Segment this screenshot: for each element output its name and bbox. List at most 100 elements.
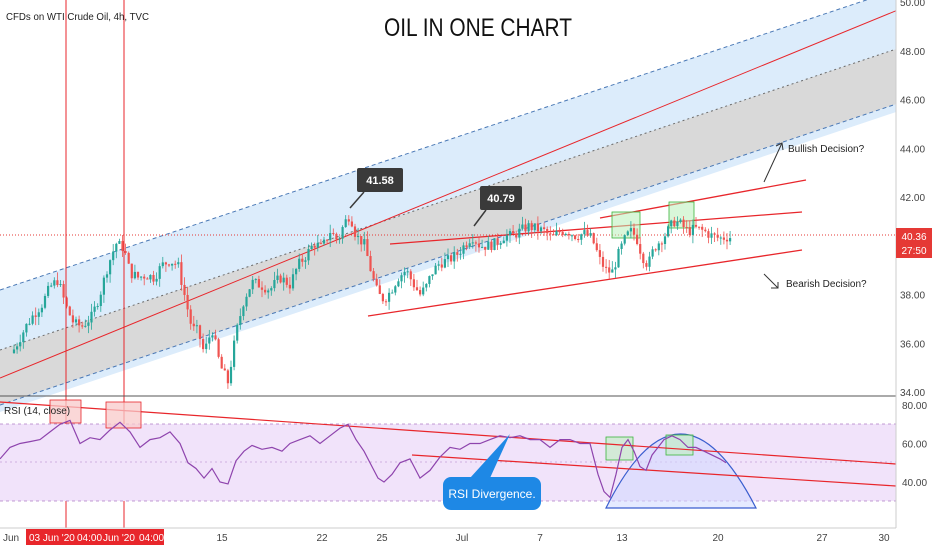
rsi-divergence-callout[interactable]: RSI Divergence. [443, 434, 541, 510]
candle-bull [282, 277, 285, 283]
candle-bull [614, 267, 617, 270]
candle-bear [456, 252, 459, 255]
candle-bear [146, 278, 149, 280]
candle-bear [62, 284, 65, 298]
crosshair-label-2: 04:00 [77, 533, 102, 544]
candle-bull [657, 243, 660, 251]
wedge-lower-line[interactable] [367, 249, 803, 317]
candle-bull [341, 227, 344, 239]
candle-bull [307, 249, 310, 261]
candle-bear [639, 244, 642, 254]
candle-bull [670, 220, 673, 227]
candle-bull [434, 265, 437, 275]
candle-bear [301, 258, 304, 262]
bearish-arrow [763, 273, 779, 289]
time-tick-label: Jul [456, 533, 469, 544]
current-price-tag: 40.36 27:50 [896, 228, 932, 258]
candle-bear [183, 284, 186, 295]
candle-bear [660, 243, 663, 245]
candle-bull [471, 242, 474, 244]
candle-bull [195, 325, 198, 327]
candle-bull [521, 224, 524, 229]
candle-bear [561, 231, 564, 235]
candle-bull [406, 271, 409, 273]
candle-bear [558, 231, 561, 233]
rsi-trendline-1[interactable] [0, 401, 897, 465]
price-tick-label: 38.00 [900, 291, 925, 302]
time-axis[interactable] [0, 528, 932, 550]
candle-bull [555, 231, 558, 236]
candle-bull [291, 274, 295, 289]
price-axis[interactable] [896, 0, 932, 528]
bullish-arrow [763, 142, 784, 183]
candle-bull [679, 219, 682, 222]
crosshair-label-3: Jun '20 [103, 533, 135, 544]
candle-bull [428, 276, 431, 284]
candle-bear [68, 306, 71, 316]
rsi-divergence-label: RSI Divergence. [448, 487, 535, 501]
candle-bear [546, 228, 549, 234]
price-tick-label: 44.00 [900, 144, 925, 155]
time-axis-ticks: Jun 15 22 25 Jul 7 13 20 27 30 [3, 533, 890, 544]
candle-bear [375, 278, 378, 286]
candle-bull [105, 274, 109, 278]
candle-bull [422, 287, 425, 295]
candle-bear [549, 233, 552, 235]
time-tick-label: 7 [537, 533, 543, 544]
candle-bull [620, 243, 623, 249]
candle-bull [583, 230, 586, 235]
crosshair-label-1: 03 Jun '20 [29, 533, 75, 544]
candle-bear [56, 280, 59, 286]
candle-bull [267, 290, 270, 293]
price-tick-label: 34.00 [900, 388, 925, 399]
time-tick-label: 13 [616, 533, 628, 544]
candle-bear [412, 279, 415, 288]
candle-bear [174, 263, 177, 265]
rsi-line [0, 419, 727, 499]
candle-bull [239, 316, 242, 325]
candle-bull [508, 231, 512, 236]
candle-bear [360, 236, 363, 245]
candle-bear [722, 237, 725, 240]
candle-bull [623, 235, 626, 244]
regression-channel-inner [0, 37, 932, 405]
candle-bear [136, 271, 140, 278]
candle-bear [645, 263, 648, 267]
candle-bull [171, 263, 174, 266]
candle-bull [446, 255, 450, 260]
candle-bull [155, 278, 158, 282]
candle-bear [515, 233, 518, 238]
candle-bear [694, 224, 698, 227]
candle-bear [288, 284, 291, 289]
callout-41-58[interactable]: 41.58 [349, 168, 403, 209]
price-tick-label: 46.00 [900, 96, 925, 107]
highlight-box-price-2 [668, 201, 695, 229]
candle-bear [450, 255, 453, 262]
candle-bear [81, 325, 84, 327]
candle-bear [512, 231, 515, 234]
channel-midline [0, 0, 924, 379]
candle-bull [53, 280, 56, 286]
candle-bull [710, 233, 713, 238]
candle-bear [484, 246, 487, 250]
candle-bear [713, 233, 716, 235]
crosshair-label-4: 04:00 [139, 533, 164, 544]
candle-bear [130, 263, 133, 279]
wedge-upper-line[interactable] [389, 211, 803, 245]
candle-bear [682, 219, 685, 227]
candle-bear [592, 233, 595, 244]
rsi-tick-label: 60.00 [902, 440, 927, 451]
callout-40-79-label: 40.79 [487, 193, 515, 205]
candle-bull [499, 243, 502, 245]
candle-bull [31, 315, 34, 324]
candle-bear [567, 233, 570, 236]
candle-bull [158, 266, 161, 279]
callout-40-79[interactable]: 40.79 [473, 186, 522, 227]
candle-bear [577, 238, 580, 240]
candle-bull [403, 271, 406, 276]
candle-bull [691, 224, 694, 235]
candle-bull [357, 236, 360, 238]
candle-bear [419, 290, 422, 295]
